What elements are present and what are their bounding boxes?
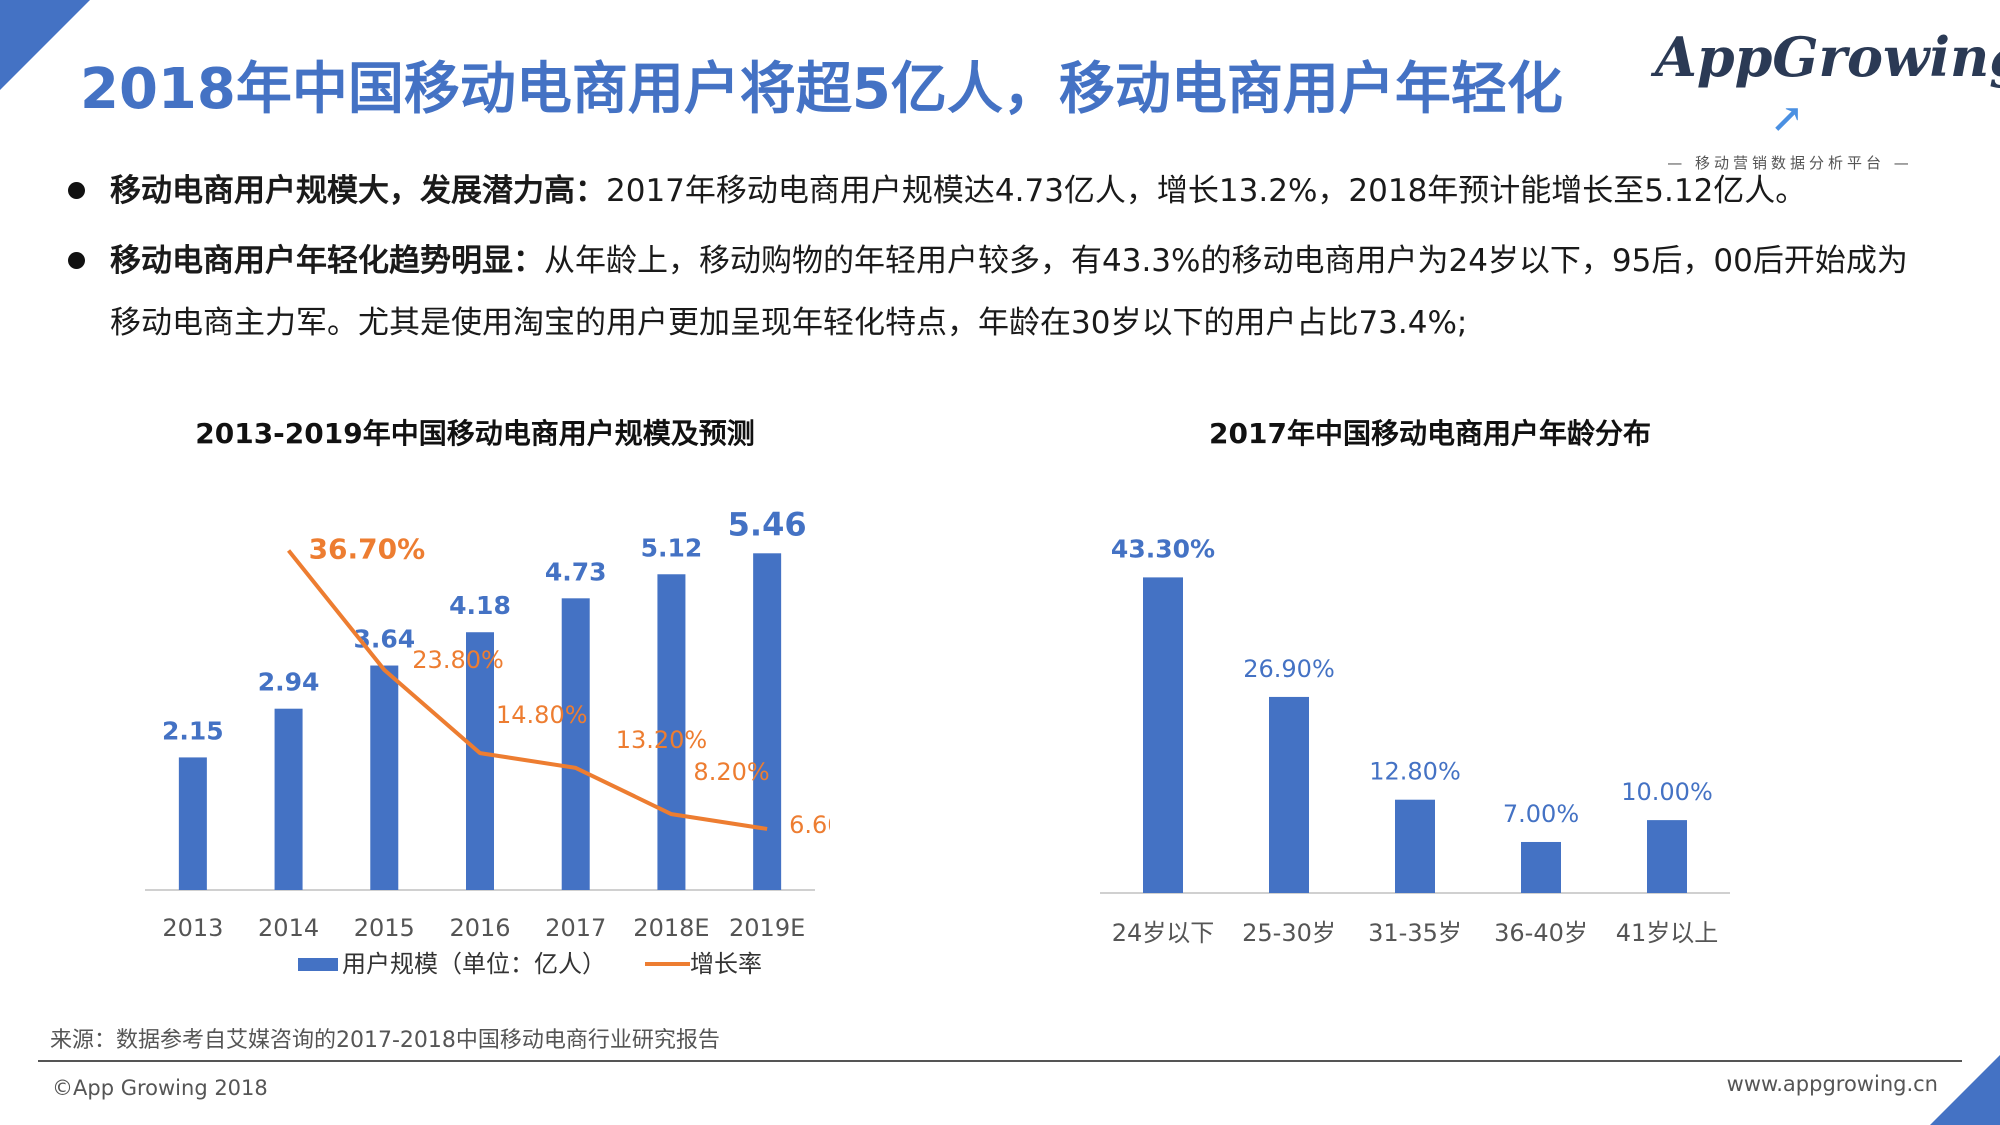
app-growing-logo: AppGrowing↗ — 移动营销数据分析平台 — [1655,26,2000,172]
x-tick-label-2017: 2017 [545,914,606,942]
growth-rate-label-2017: 13.20% [616,726,708,754]
bar-value-label-2013: 2.15 [162,716,224,745]
page-title: 2018年中国移动电商用户将超5亿人，移动电商用户年轻化 [80,57,1563,122]
bar-2013 [178,757,207,890]
bar-2016 [466,632,494,890]
bar-2015 [370,665,399,890]
bar-value-label-2019E: 5.46 [728,505,807,543]
footer-divider [38,1060,1962,1062]
bar-25-30岁 [1269,696,1309,893]
x-tick-label-31-35岁: 31-35岁 [1368,919,1462,947]
bar-2017 [561,598,590,890]
corner-decoration-bottom-right [1930,1055,2000,1125]
bar-2019E [753,553,782,890]
x-tick-label-2015: 2015 [354,914,415,942]
bullet-dot-icon [68,182,85,199]
copyright: ©App Growing 2018 [52,1076,268,1100]
growth-rate-label-2015: 23.80% [412,646,504,674]
bullet-text: 2017年移动电商用户规模达4.73亿人，增长13.2%，2018年预计能增长至… [606,173,1807,209]
bullet-heading: 移动电商用户年轻化趋势明显： [110,243,544,279]
growth-rate-label-2019E: 6.60% [789,811,830,839]
summary-bullets: 移动电商用户规模大，发展潜力高：2017年移动电商用户规模达4.73亿人，增长1… [68,160,1938,354]
bar-value-label-24岁以下: 43.30% [1111,534,1215,563]
bullet-text: 从年龄上，移动购物的年轻用户较多，有43.3%的移动电商用户为24岁以下，95后… [110,243,1908,341]
x-tick-label-2013: 2013 [162,914,223,942]
bar-41岁以上 [1647,820,1687,893]
bullet-user-scale: 移动电商用户规模大，发展潜力高：2017年移动电商用户规模达4.73亿人，增长1… [68,160,1938,222]
x-tick-label-41岁以上: 41岁以上 [1616,919,1719,947]
bar-value-label-2018E: 5.12 [641,533,703,562]
corner-decoration-top-left [0,0,90,90]
bar-2014 [274,708,303,890]
chart-title-age-distribution: 2017年中国移动电商用户年龄分布 [1209,417,1651,450]
bar-value-label-31-35岁: 12.80% [1369,758,1461,786]
legend-line-label: 增长率 [690,950,762,978]
bar-value-label-2016: 4.18 [449,591,511,620]
x-tick-label-36-40岁: 36-40岁 [1494,919,1588,947]
logo-tagline: — 移动营销数据分析平台 — [1667,154,1913,172]
bar-value-label-2014: 2.94 [258,668,320,697]
bar-24岁以下 [1143,577,1183,893]
user-scale-chart: 2.15 2013 2.94 2014 3.64 2015 4.18 2016 4.73 2017… [145,505,830,978]
bar-36-40岁 [1521,841,1561,893]
growth-rate-label-2014: 36.70% [309,533,426,566]
x-tick-label-25-30岁: 25-30岁 [1242,919,1336,947]
bullet-dot-icon [68,252,85,269]
growth-rate-label-2016: 14.80% [496,701,588,729]
website-link[interactable]: www.appgrowing.cn [1726,1072,1938,1096]
x-tick-label-2014: 2014 [258,914,319,942]
chart-title-user-scale: 2013-2019年中国移动电商用户规模及预测 [195,417,755,450]
x-tick-label-2018E: 2018E [633,914,709,942]
data-source: 来源：数据参考自艾媒咨询的2017-2018中国移动电商行业研究报告 [50,1028,720,1053]
bar-31-35岁 [1395,799,1435,893]
bar-value-label-2015: 3.64 [353,625,415,654]
x-tick-label-2019E: 2019E [729,914,805,942]
legend-bar-swatch [298,958,338,971]
bar-value-label-2017: 4.73 [545,557,607,586]
logo-wordmark: AppGrowing↗ [1655,26,2000,150]
growth-rate-label-2018E: 8.20% [693,758,769,786]
arrow-up-icon: ↗ [1770,95,1804,142]
bullet-heading: 移动电商用户规模大，发展潜力高： [110,173,606,209]
bar-2018E [657,574,686,890]
growth-rate-line [287,549,768,831]
bullet-user-age: 移动电商用户年轻化趋势明显：从年龄上，移动购物的年轻用户较多，有43.3%的移动… [68,230,1938,354]
bar-value-label-36-40岁: 7.00% [1503,800,1579,828]
legend-bar-label: 用户规模（单位：亿人） [342,950,606,978]
bar-value-label-41岁以上: 10.00% [1621,778,1713,806]
x-tick-label-2016: 2016 [449,914,510,942]
bar-value-label-25-30岁: 26.90% [1243,655,1335,683]
age-distribution-chart: 43.30% 24岁以下 26.90% 25-30岁 12.80% 31-35岁 7.00%… [1100,534,1730,947]
x-tick-label-24岁以下: 24岁以下 [1112,919,1215,947]
